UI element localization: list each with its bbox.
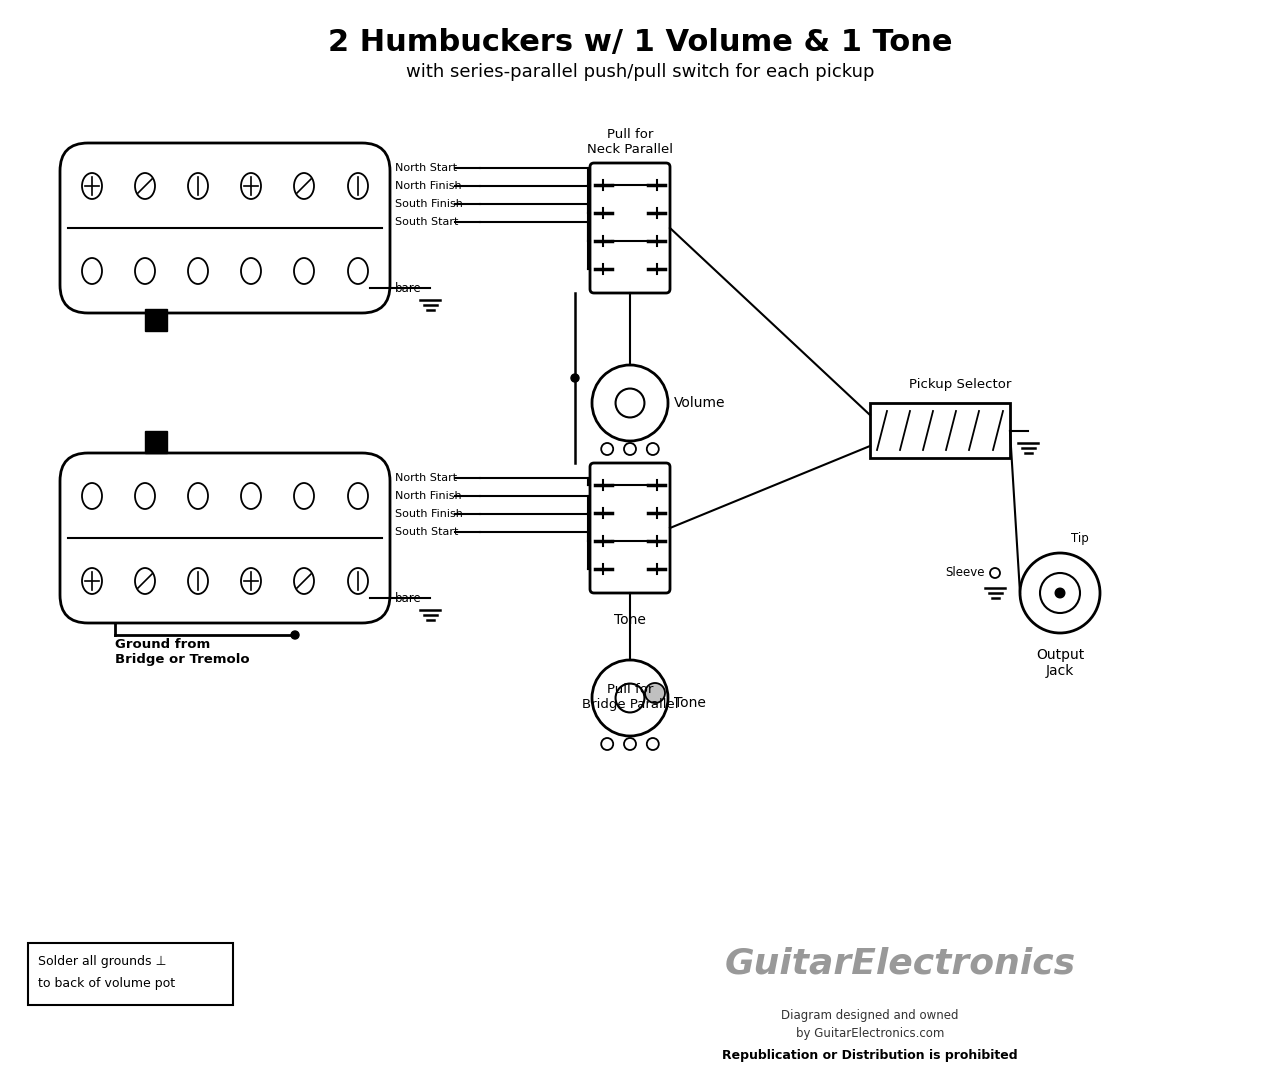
Text: North Start: North Start (396, 164, 457, 173)
Ellipse shape (241, 258, 261, 284)
Circle shape (989, 567, 1000, 578)
Text: Pickup Selector: Pickup Selector (909, 378, 1011, 391)
Text: North Start: North Start (396, 473, 457, 483)
Ellipse shape (82, 567, 102, 593)
Text: Tip: Tip (1071, 532, 1089, 545)
Text: bare: bare (396, 282, 421, 295)
Ellipse shape (188, 483, 207, 509)
Text: North Finish: North Finish (396, 491, 462, 501)
Ellipse shape (188, 258, 207, 284)
Ellipse shape (188, 173, 207, 199)
Text: Tone: Tone (675, 696, 705, 710)
Ellipse shape (294, 258, 314, 284)
Ellipse shape (134, 567, 155, 593)
Ellipse shape (241, 173, 261, 199)
Text: Sleeve: Sleeve (946, 566, 986, 579)
Ellipse shape (348, 567, 369, 593)
Circle shape (602, 443, 613, 455)
Text: Pull for
Bridge Parallel: Pull for Bridge Parallel (581, 683, 678, 712)
Ellipse shape (294, 483, 314, 509)
Ellipse shape (188, 567, 207, 593)
Text: Pull for
Neck Parallel: Pull for Neck Parallel (588, 128, 673, 156)
Ellipse shape (294, 173, 314, 199)
Circle shape (291, 631, 300, 639)
Text: Volume: Volume (675, 396, 726, 410)
Text: South Start: South Start (396, 527, 458, 537)
Text: Diagram designed and owned: Diagram designed and owned (781, 1008, 959, 1021)
Text: Republication or Distribution is prohibited: Republication or Distribution is prohibi… (722, 1048, 1018, 1061)
Text: Output
Jack: Output Jack (1036, 648, 1084, 678)
Text: 2 Humbuckers w/ 1 Volume & 1 Tone: 2 Humbuckers w/ 1 Volume & 1 Tone (328, 28, 952, 57)
Text: South Finish: South Finish (396, 199, 463, 209)
Circle shape (602, 738, 613, 751)
Circle shape (591, 365, 668, 441)
Ellipse shape (82, 483, 102, 509)
Circle shape (1039, 573, 1080, 613)
Ellipse shape (134, 483, 155, 509)
Ellipse shape (241, 483, 261, 509)
Circle shape (591, 660, 668, 736)
Bar (145, 309, 166, 331)
Circle shape (646, 738, 659, 751)
Text: South Start: South Start (396, 217, 458, 227)
Circle shape (646, 443, 659, 455)
Ellipse shape (82, 173, 102, 199)
Bar (28, 943, 233, 1005)
Bar (145, 431, 166, 453)
Text: Solder all grounds ⊥: Solder all grounds ⊥ (38, 955, 166, 968)
Text: by GuitarElectronics.com: by GuitarElectronics.com (796, 1027, 945, 1040)
Circle shape (616, 389, 644, 417)
Ellipse shape (134, 173, 155, 199)
Circle shape (1055, 588, 1065, 598)
Circle shape (571, 374, 579, 382)
Ellipse shape (134, 258, 155, 284)
Text: with series-parallel push/pull switch for each pickup: with series-parallel push/pull switch fo… (406, 63, 874, 81)
Circle shape (625, 443, 636, 455)
FancyBboxPatch shape (590, 164, 669, 293)
Circle shape (625, 738, 636, 751)
Text: Tone: Tone (614, 613, 646, 627)
Text: North Finish: North Finish (396, 181, 462, 191)
Ellipse shape (348, 173, 369, 199)
Text: GuitarElectronics: GuitarElectronics (724, 945, 1075, 980)
Circle shape (616, 683, 644, 713)
FancyBboxPatch shape (60, 143, 390, 313)
Bar (870, 403, 1010, 458)
Text: South Finish: South Finish (396, 509, 463, 519)
Circle shape (1020, 553, 1100, 632)
Ellipse shape (82, 258, 102, 284)
Ellipse shape (348, 483, 369, 509)
FancyBboxPatch shape (590, 464, 669, 593)
FancyBboxPatch shape (60, 453, 390, 623)
Ellipse shape (348, 258, 369, 284)
Ellipse shape (645, 683, 666, 703)
Ellipse shape (294, 567, 314, 593)
Text: Ground from
Bridge or Tremolo: Ground from Bridge or Tremolo (115, 638, 250, 666)
Text: to back of volume pot: to back of volume pot (38, 977, 175, 990)
Ellipse shape (241, 567, 261, 593)
Text: bare: bare (396, 591, 421, 604)
